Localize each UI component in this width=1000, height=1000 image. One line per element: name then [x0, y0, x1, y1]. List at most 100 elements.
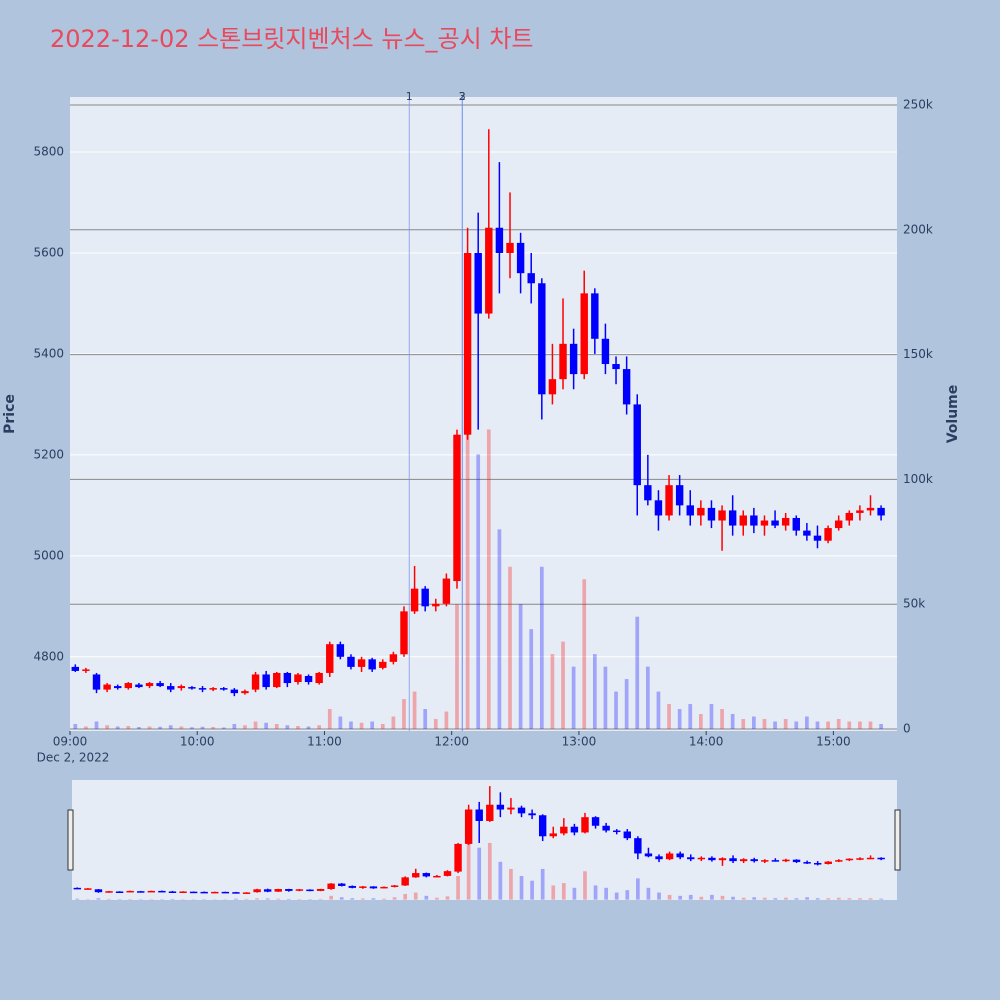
candle-body — [145, 683, 154, 687]
volume-bar — [370, 721, 375, 730]
volume-bar — [200, 726, 205, 730]
volume-bar — [614, 691, 618, 730]
volume-bar — [339, 897, 344, 900]
volume-bar — [423, 709, 428, 730]
candle-body — [612, 364, 620, 370]
candle-body — [516, 242, 525, 274]
candle-body — [623, 831, 631, 839]
volume-bar — [232, 724, 237, 730]
volume-bar — [836, 719, 841, 730]
candle-body — [357, 659, 366, 667]
volume-bar — [794, 721, 799, 730]
volume-bar — [677, 709, 682, 730]
candle-body — [845, 512, 853, 521]
candle-body — [410, 588, 419, 612]
candle-body — [687, 857, 695, 860]
volume-bar — [550, 654, 555, 730]
candle-body — [306, 889, 314, 892]
volume-bar — [730, 714, 735, 730]
volume-bar — [667, 704, 671, 730]
volume-bar — [826, 898, 831, 900]
candle-body — [73, 887, 81, 890]
volume-bar — [329, 895, 333, 900]
candle-body — [675, 485, 684, 506]
volume-bar — [433, 719, 438, 730]
y2-tick-label: 200k — [903, 222, 933, 236]
candle-body — [644, 853, 653, 857]
y2-tick-label: 50k — [903, 597, 925, 611]
volume-bar — [518, 604, 523, 730]
candle-body — [315, 672, 323, 684]
y2-tick-label: 250k — [903, 97, 933, 111]
candle-body — [834, 520, 843, 529]
candle-body — [655, 856, 663, 860]
volume-bar — [350, 898, 355, 900]
candle-body — [728, 510, 737, 526]
x-tick-label: 09:00 — [53, 735, 88, 749]
volume-bar — [847, 898, 852, 900]
range-slider[interactable] — [72, 780, 897, 900]
x-tick-label: 14:00 — [689, 735, 724, 749]
candle-body — [644, 485, 652, 501]
volume-bar — [391, 716, 396, 730]
candle-body — [230, 689, 239, 694]
volume-bar — [731, 896, 735, 900]
volume-bar — [709, 704, 714, 730]
candle-body — [707, 507, 716, 521]
volume-bar — [445, 896, 450, 900]
candle-body — [241, 691, 249, 694]
volume-bar — [317, 725, 322, 730]
volume-bar — [667, 894, 672, 900]
candle-body — [348, 885, 356, 888]
candle-body — [114, 686, 122, 689]
candle-body — [538, 815, 547, 837]
candle-body — [602, 825, 610, 831]
volume-bar — [794, 898, 799, 900]
volume-bar — [126, 726, 131, 730]
candle-body — [824, 528, 832, 541]
volume-bar — [359, 722, 364, 730]
volume-bar — [529, 629, 534, 730]
slider-handle[interactable] — [67, 809, 74, 871]
candle-body — [188, 687, 196, 689]
volume-bar — [624, 679, 629, 730]
candle-body — [813, 535, 822, 541]
volume-bar — [582, 579, 587, 730]
candle-body — [380, 886, 388, 889]
volume-bar — [603, 666, 608, 730]
volume-bar — [762, 897, 767, 900]
volume-bar — [699, 896, 704, 900]
volume-bar — [286, 898, 291, 900]
volume-bar — [297, 899, 302, 900]
candle-body — [443, 871, 452, 876]
candle-body — [338, 883, 346, 886]
candle-body — [548, 379, 557, 395]
volume-bar — [477, 847, 482, 900]
candle-body — [209, 688, 217, 690]
volume-bar — [879, 724, 883, 730]
volume-bar — [783, 719, 788, 730]
volume-bar — [688, 894, 693, 900]
volume-bar — [879, 898, 883, 900]
candle-body — [156, 683, 164, 687]
volume-bar — [530, 880, 534, 900]
volume-bar — [465, 392, 470, 730]
volume-bar — [657, 892, 661, 900]
candle-body — [103, 684, 111, 690]
candle-body — [506, 242, 514, 253]
candle-body — [835, 860, 843, 862]
volume-bar — [720, 895, 725, 900]
candle-body — [390, 885, 399, 887]
candle-body — [781, 517, 790, 526]
candle-body — [294, 674, 302, 683]
volume-bar — [868, 721, 873, 730]
candle-body — [327, 883, 335, 890]
slider-handle[interactable] — [894, 809, 901, 871]
volume-bar — [698, 714, 703, 730]
candle-body — [432, 603, 440, 607]
volume-bar — [539, 566, 544, 730]
candle-body — [665, 853, 674, 860]
plot-area — [70, 97, 897, 731]
candle-body — [856, 858, 864, 860]
